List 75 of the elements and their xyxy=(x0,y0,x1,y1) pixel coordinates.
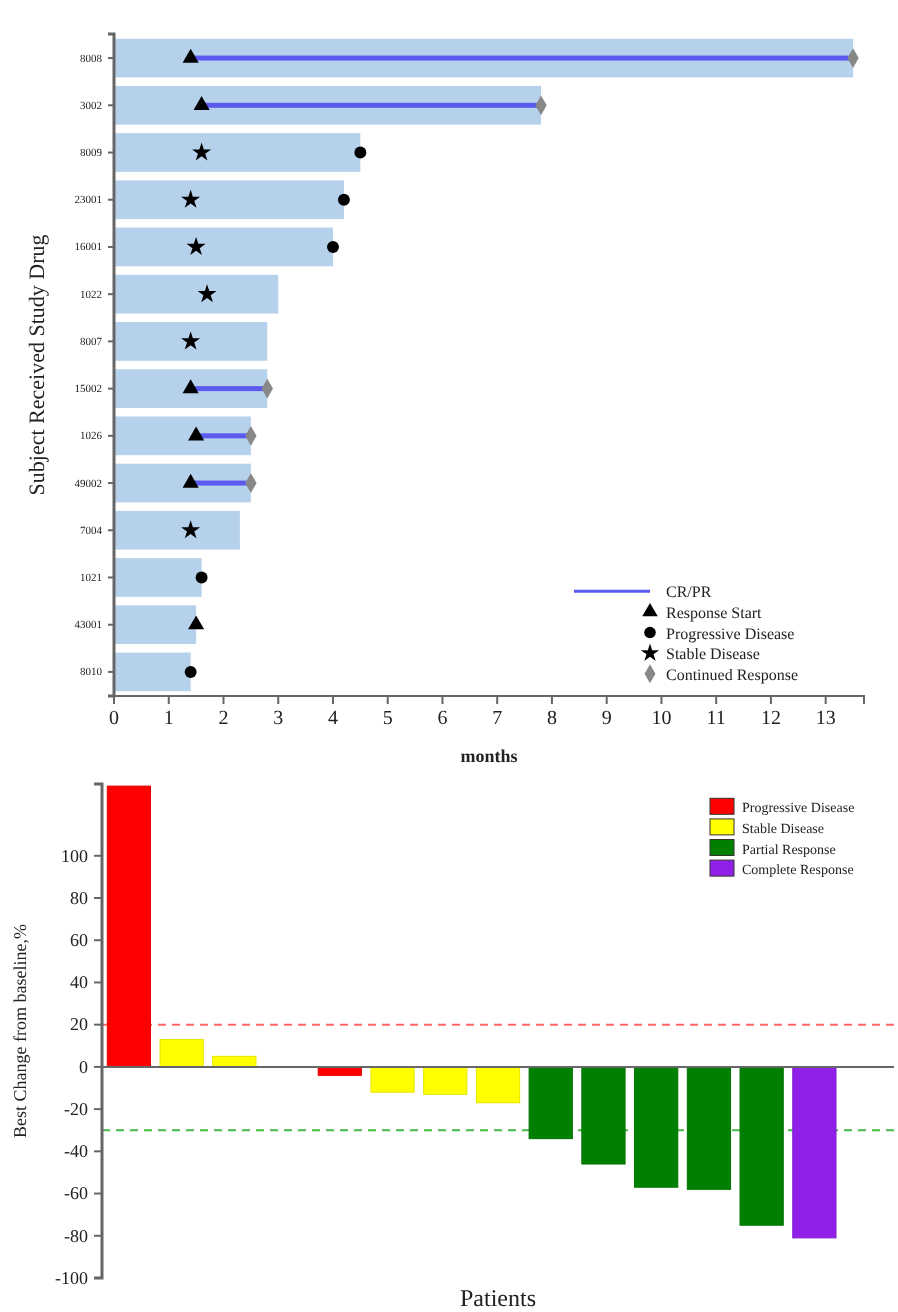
x-axis-title: months xyxy=(460,746,519,766)
legend-label: CR/PR xyxy=(666,583,713,602)
bar xyxy=(114,605,197,645)
bar xyxy=(212,1055,257,1068)
y-tick-label: -100 xyxy=(55,1267,89,1288)
point xyxy=(188,426,205,441)
point xyxy=(188,615,205,630)
y-tick-label: -20 xyxy=(64,1098,89,1119)
point xyxy=(181,331,201,350)
y-tick-label: 80 xyxy=(70,887,89,908)
bar xyxy=(475,1066,521,1104)
x-tick-label: 1 xyxy=(163,708,174,731)
bar xyxy=(686,1066,732,1190)
x-tick-label: 10 xyxy=(651,708,672,731)
x-tick-label: 8 xyxy=(546,708,557,731)
point xyxy=(354,146,367,159)
point xyxy=(327,241,339,253)
y-tick-label: -40 xyxy=(64,1141,89,1162)
x-tick-label: 4 xyxy=(327,708,338,731)
point xyxy=(192,142,212,161)
x-tick-label: 7 xyxy=(492,708,503,731)
bar xyxy=(114,227,333,267)
bar xyxy=(114,133,361,172)
bar xyxy=(528,1066,573,1140)
point xyxy=(181,520,201,539)
point xyxy=(182,48,199,63)
bar xyxy=(739,1066,784,1226)
x-tick-label: 11 xyxy=(706,708,726,731)
legend-label: Stable Disease xyxy=(666,645,761,664)
bar xyxy=(792,1066,837,1239)
point xyxy=(181,189,201,208)
y-tick-label: 0 xyxy=(79,1056,89,1077)
y-tick-label: 100 xyxy=(61,845,89,866)
y-tick-label: 60 xyxy=(70,929,89,950)
bar xyxy=(114,510,240,550)
point xyxy=(193,96,210,110)
bar xyxy=(581,1066,626,1165)
bar xyxy=(114,558,202,597)
x-tick-label: 6 xyxy=(437,708,448,731)
bar xyxy=(114,322,268,361)
point xyxy=(197,284,217,303)
bar xyxy=(114,274,279,314)
point xyxy=(195,571,208,584)
x-tick-label: 9 xyxy=(601,708,612,731)
x-tick-label: 12 xyxy=(760,708,781,731)
x-tick-label: 5 xyxy=(382,708,393,731)
bar xyxy=(114,416,251,456)
x-tick-label: 0 xyxy=(109,708,119,731)
point xyxy=(337,193,350,206)
y-tick-label: 20 xyxy=(70,1014,89,1035)
y-tick-label: -60 xyxy=(64,1183,89,1204)
bar xyxy=(114,463,251,503)
x-tick-label: 3 xyxy=(273,708,284,731)
x-tick-label: 2 xyxy=(218,708,229,731)
bar xyxy=(423,1066,468,1095)
point xyxy=(186,236,206,256)
x-tick-label: 13 xyxy=(815,708,836,731)
bar xyxy=(159,1038,204,1068)
y-tick-label: 40 xyxy=(70,972,89,993)
bar xyxy=(114,652,191,692)
y-axis-title: Subject Received Study Drug xyxy=(26,233,50,496)
bar xyxy=(114,180,344,220)
point xyxy=(184,665,197,678)
bar xyxy=(106,785,152,1068)
y-axis-title: Best Change from baseline,% xyxy=(10,923,30,1138)
point xyxy=(182,473,199,488)
bar xyxy=(634,1066,679,1188)
legend-label: Response Start xyxy=(666,603,764,622)
legend-label: Continued Response xyxy=(666,665,799,684)
legend-label: Progressive Disease xyxy=(666,624,796,643)
y-tick-label: -80 xyxy=(64,1225,89,1246)
bar xyxy=(114,369,268,408)
bar xyxy=(370,1066,415,1093)
x-axis-title: Patients xyxy=(460,1284,537,1312)
point xyxy=(182,379,199,394)
